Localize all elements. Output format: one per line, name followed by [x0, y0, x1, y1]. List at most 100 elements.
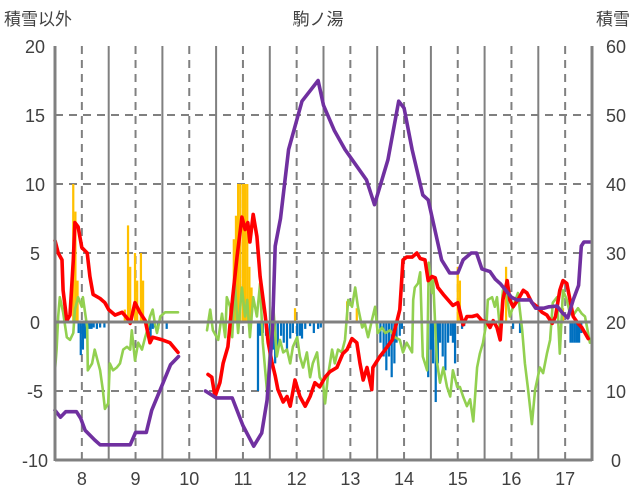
bar-negative: [393, 322, 396, 364]
bar-negative: [317, 322, 320, 329]
x-tick-label: 15: [448, 469, 468, 489]
bar-negative: [300, 322, 304, 339]
bar-negative: [390, 322, 393, 378]
bar-negative: [449, 322, 452, 336]
bar-negative: [77, 322, 80, 334]
bar-positive: [243, 184, 247, 322]
y-right-tick-label: 10: [606, 382, 626, 402]
y-right-tick-label: 40: [606, 175, 626, 195]
x-tick-label: 12: [287, 469, 307, 489]
bar-negative: [90, 322, 93, 329]
x-tick-label: 9: [131, 469, 141, 489]
bar-negative: [98, 322, 102, 328]
x-tick-label: 10: [179, 469, 199, 489]
bar-negative: [569, 322, 572, 343]
bar-negative: [308, 322, 312, 327]
chart-title: 駒ノ湯: [293, 10, 344, 30]
bar-positive: [139, 253, 143, 322]
y-right-tick-label: 50: [606, 106, 626, 126]
bar-positive: [74, 211, 77, 322]
bar-negative: [256, 322, 260, 391]
bar-negative: [575, 322, 579, 343]
bar-negative: [304, 322, 307, 329]
bar-negative: [298, 322, 301, 336]
bar-negative: [83, 322, 87, 339]
bar-negative: [279, 322, 283, 336]
bar-negative: [446, 322, 450, 343]
bar-negative: [81, 322, 85, 350]
bar-negative: [398, 322, 401, 336]
left-axis-title: 積雪以外: [4, 10, 72, 30]
y-right-tick-label: 0: [611, 451, 621, 471]
bar-negative: [92, 322, 95, 328]
bar-positive: [458, 280, 462, 322]
x-tick-label: 13: [340, 469, 360, 489]
y-left-tick-label: 10: [25, 175, 45, 195]
bar-negative: [577, 322, 581, 343]
bar-positive: [141, 280, 145, 322]
bar-positive: [241, 184, 245, 322]
bar-negative: [289, 322, 292, 339]
bar-negative: [444, 322, 447, 371]
x-tick-label: 17: [555, 469, 575, 489]
bar-negative: [149, 322, 152, 339]
right-axis-title: 積雪: [596, 10, 630, 30]
bar-negative: [291, 322, 295, 334]
bar-negative: [387, 322, 391, 357]
y-left-tick-label: 20: [25, 37, 45, 57]
bar-negative: [319, 322, 322, 328]
bar-positive: [456, 266, 459, 322]
bar-negative: [79, 322, 82, 356]
bar-negative: [573, 322, 576, 343]
bar-positive: [136, 280, 139, 322]
x-tick-label: 16: [501, 469, 521, 489]
bar-negative: [382, 322, 385, 357]
bar-negative: [441, 322, 444, 357]
y-left-tick-label: 0: [30, 313, 40, 333]
bar-negative: [453, 322, 457, 364]
series-snow-line: [53, 78, 593, 448]
bar-negative: [312, 322, 315, 334]
y-left-tick-label: 15: [25, 106, 45, 126]
bar-negative: [395, 322, 398, 343]
bar-negative: [436, 322, 439, 364]
bar-negative: [451, 322, 455, 343]
y-right-tick-label: 60: [606, 37, 626, 57]
bar-negative: [296, 322, 299, 343]
bar-negative: [511, 322, 515, 329]
series-lines: [53, 78, 593, 448]
series-temperature-line: [53, 212, 590, 408]
x-tick-label: 14: [394, 469, 414, 489]
bar-positive: [239, 184, 242, 322]
bar-negative: [165, 322, 168, 329]
bar-negative: [379, 322, 382, 343]
bar-negative: [103, 322, 106, 328]
bar-negative: [571, 322, 574, 343]
bar-positive: [248, 266, 251, 322]
y-left-tick-label: -10: [22, 451, 48, 471]
bar-positive: [129, 266, 132, 322]
bar-negative: [151, 322, 154, 329]
bar-negative: [95, 322, 99, 329]
bar-negative: [429, 322, 433, 350]
axes: [53, 46, 594, 462]
bar-negative: [88, 322, 91, 329]
bar-positive: [126, 225, 130, 322]
gridlines: [55, 46, 592, 460]
bar-positive: [246, 184, 249, 322]
bar-negative: [400, 322, 404, 329]
y-right-tick-label: 20: [606, 313, 626, 333]
bar-negative: [518, 322, 522, 334]
bar-negative: [259, 322, 262, 336]
x-tick-label: 11: [234, 469, 253, 489]
bar-negative: [438, 322, 442, 343]
x-tick-label: 8: [77, 469, 87, 489]
bar-negative: [282, 322, 285, 343]
bar-negative: [276, 322, 279, 350]
y-right-tick-label: 30: [606, 244, 626, 264]
y-left-tick-label: 5: [30, 244, 40, 264]
y-left-tick-label: -5: [27, 382, 43, 402]
bar-negative: [431, 322, 435, 364]
